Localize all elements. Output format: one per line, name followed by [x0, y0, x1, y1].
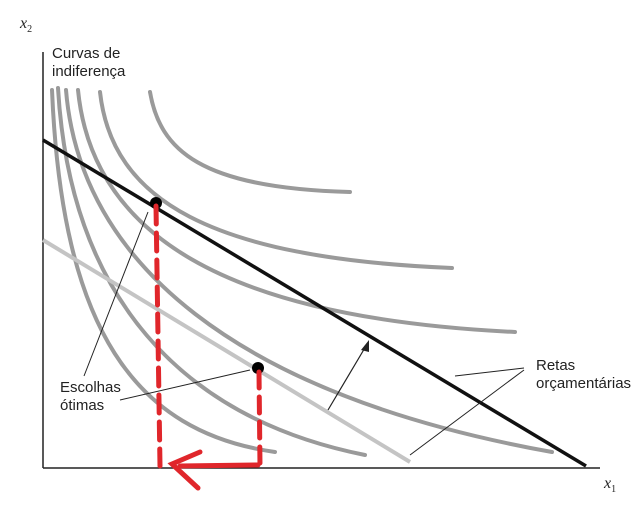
shift-arrow-line — [327, 345, 367, 411]
budget-lines-label-line1: Retas — [536, 357, 575, 374]
original-budget-line — [41, 238, 412, 464]
indifference-curve-4 — [64, 88, 554, 454]
red-dashed-drop-original — [256, 369, 263, 469]
optimal-choices-label-line1: Escolhas — [60, 379, 121, 396]
red-dashed-drop-new — [153, 203, 163, 469]
budget-lines-label-line2: orçamentárias — [536, 375, 631, 392]
optimal-point-new — [150, 197, 162, 209]
indifference-curves-label-line1: Curvas de — [52, 45, 120, 62]
new-budget-line — [42, 138, 587, 468]
indifference-curve-1 — [148, 90, 352, 194]
budget-leader-1 — [454, 367, 525, 377]
optimal-leader-2 — [119, 369, 251, 401]
indifference-curve-2 — [98, 90, 454, 270]
indifference-curve-5 — [56, 86, 367, 457]
x-axis-label: x1 — [603, 475, 616, 495]
indifference-curve-3 — [76, 88, 517, 334]
y-axis-label: x2 — [19, 15, 32, 35]
indifference-curve-6 — [50, 88, 277, 454]
red-shift-arrow-head — [167, 449, 203, 491]
shift-arrow-head — [361, 340, 369, 352]
red-shift-arrow-shaft — [177, 462, 261, 469]
budget-leader-2 — [409, 369, 525, 456]
optimal-choices-label-line2: ótimas — [60, 397, 104, 414]
indifference-curves-label-line2: indiferença — [52, 63, 126, 80]
optimal-leader-1 — [83, 211, 149, 377]
